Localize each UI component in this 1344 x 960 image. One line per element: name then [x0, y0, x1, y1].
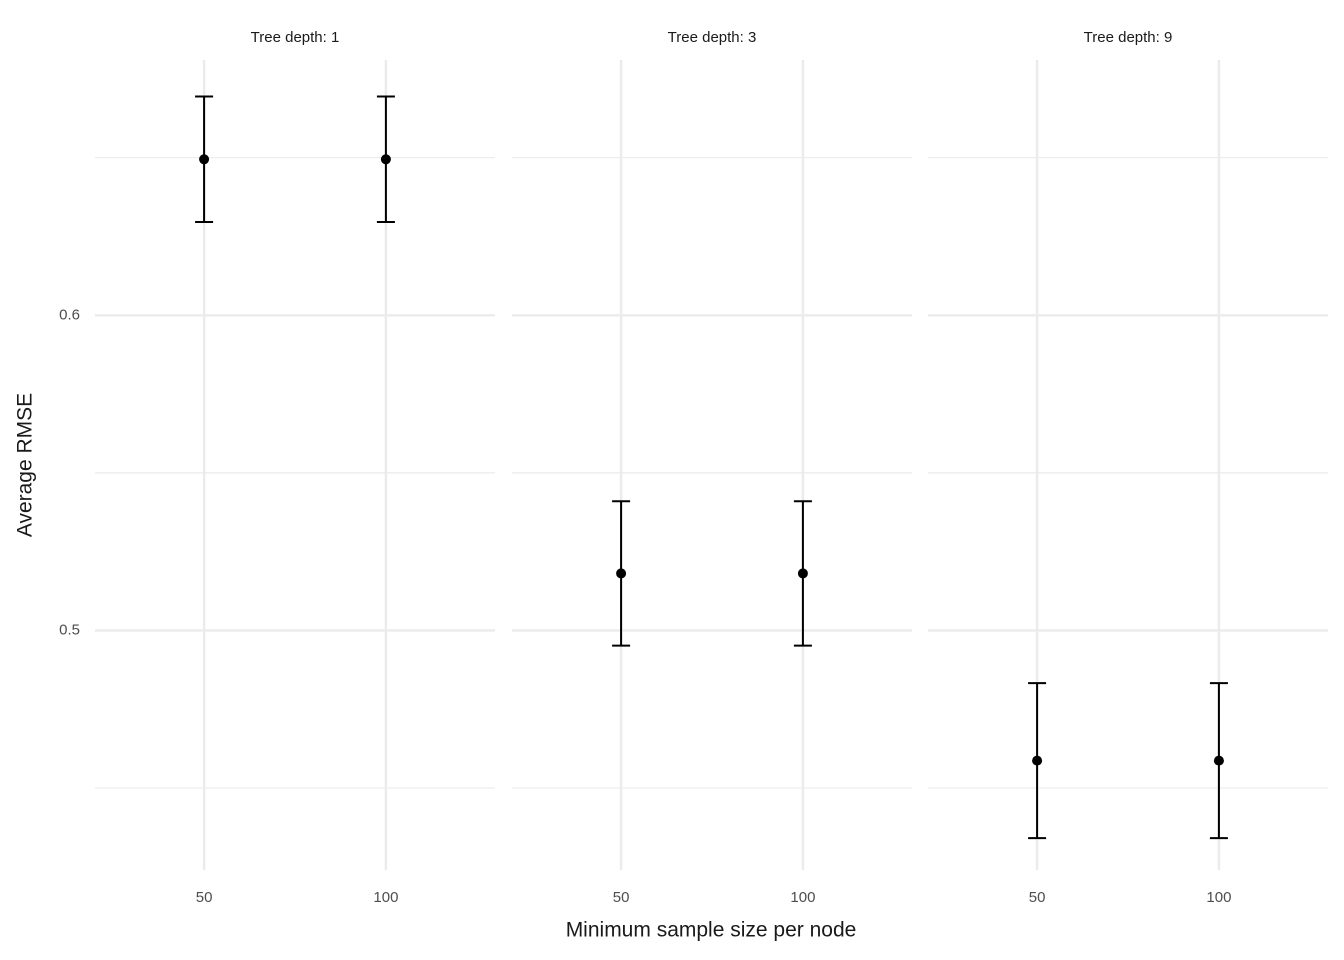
point: [797, 568, 808, 579]
x-tick-label: 50: [613, 889, 630, 906]
facet-title: Tree depth: 1: [251, 29, 340, 46]
x-tick-label: 100: [1206, 889, 1231, 906]
y-tick-label: 0.6: [59, 306, 80, 323]
facet-title: Tree depth: 3: [668, 29, 757, 46]
facet-title: Tree depth: 9: [1084, 29, 1173, 46]
point: [1032, 755, 1043, 766]
x-tick-label: 100: [790, 889, 815, 906]
y-tick-label: 0.5: [59, 621, 80, 638]
point: [616, 568, 627, 579]
point: [380, 154, 391, 165]
x-tick-label: 50: [1029, 889, 1046, 906]
x-tick-label: 50: [196, 889, 213, 906]
x-axis-title: Minimum sample size per node: [566, 919, 857, 942]
x-tick-label: 100: [373, 889, 398, 906]
y-axis-title: Average RMSE: [14, 393, 37, 537]
point: [1213, 755, 1224, 766]
point: [199, 154, 210, 165]
